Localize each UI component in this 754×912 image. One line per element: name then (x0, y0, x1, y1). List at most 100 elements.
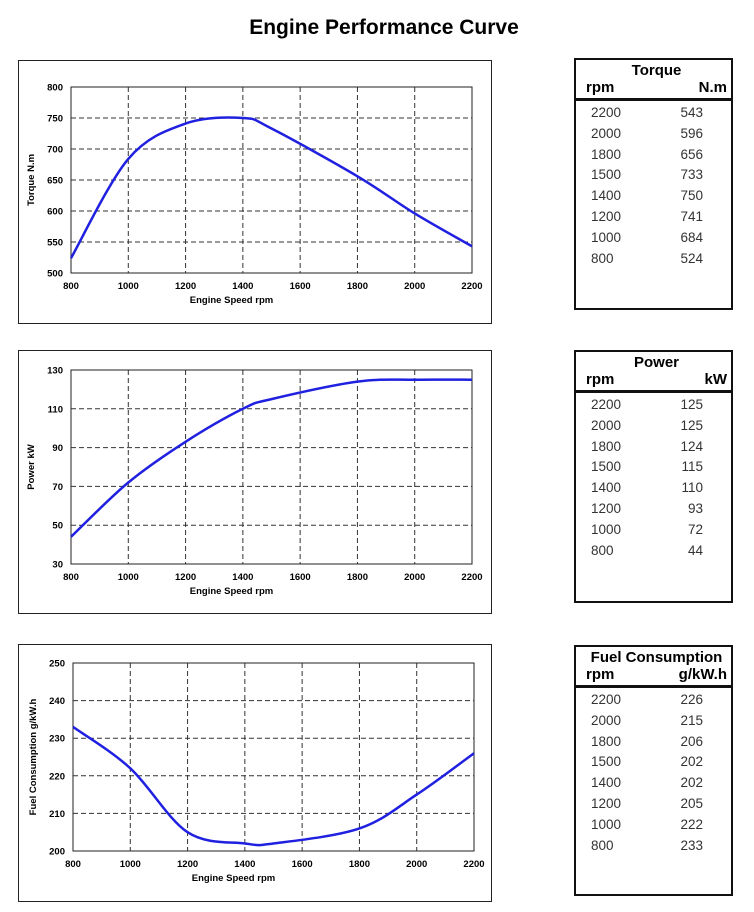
y-tick-label: 500 (47, 269, 63, 280)
value-cell: 124 (680, 438, 703, 454)
x-tick-label: 1400 (232, 281, 253, 292)
page-title: Engine Performance Curve (249, 16, 519, 39)
rpm-cell: 1800 (591, 733, 622, 749)
table-row: 1200 205 (576, 794, 731, 815)
y-tick-label: 90 (52, 443, 63, 454)
x-tick-label: 1200 (175, 281, 196, 292)
x-tick-label: 1400 (234, 859, 255, 870)
table-row: 1800 656 (576, 145, 731, 166)
rpm-cell: 1800 (591, 438, 622, 454)
x-tick-label: 2200 (461, 281, 482, 292)
table-row: 2200 125 (576, 395, 731, 416)
y-axis-label: Power kW (26, 444, 37, 489)
y-tick-label: 110 (48, 404, 63, 415)
rpm-cell: 2200 (591, 105, 622, 120)
y-tick-label: 220 (49, 771, 65, 782)
table-row: 1200 93 (576, 499, 731, 520)
table-row: 1400 110 (576, 478, 731, 499)
x-axis-label: Engine Speed rpm (190, 295, 273, 306)
table-row: 2200 543 (576, 103, 731, 124)
table-row: 1800 206 (576, 732, 731, 753)
table-header: Fuel Consumption rpm g/kW.h (576, 647, 731, 688)
rpm-cell: 1400 (591, 188, 622, 204)
table-title: Power (633, 354, 679, 371)
value-cell: 206 (680, 733, 703, 749)
x-tick-label: 1200 (177, 859, 198, 870)
rpm-cell: 1200 (591, 208, 622, 224)
rpm-cell: 1000 (591, 521, 622, 537)
value-cell: 202 (680, 775, 703, 791)
value-cell: 125 (680, 397, 703, 412)
table-title: Torque (631, 62, 682, 79)
x-tick-label: 2200 (463, 859, 484, 870)
table-row: 1400 750 (576, 186, 731, 207)
x-tick-label: 1200 (175, 572, 196, 583)
fuel-consumption-table: Fuel Consumption rpm g/kW.h 2200 226 2000 215… (574, 645, 733, 896)
value-cell: 125 (680, 417, 703, 433)
series-line (70, 378, 473, 538)
x-axis-label: Engine Speed rpm (190, 586, 273, 597)
table-title: Fuel Consumption (590, 649, 723, 666)
y-tick-label: 240 (49, 696, 65, 707)
rpm-cell: 1400 (591, 480, 622, 496)
table-row: 1000 72 (576, 520, 731, 541)
value-cell: 215 (680, 712, 703, 728)
y-tick-label: 70 (52, 482, 63, 493)
table-row: 1500 202 (576, 752, 731, 773)
y-tick-label: 50 (52, 521, 63, 532)
value-cell: 596 (680, 125, 703, 141)
plot-area (70, 86, 473, 274)
table-row: 1000 684 (576, 228, 731, 249)
x-tick-label: 1600 (290, 281, 311, 292)
rpm-cell: 1500 (591, 167, 622, 183)
y-tick-label: 550 (47, 238, 63, 249)
rpm-cell: 1200 (591, 795, 622, 811)
x-tick-label: 1600 (290, 572, 311, 583)
x-tick-label: 1000 (118, 572, 139, 583)
x-tick-label: 1600 (292, 859, 313, 870)
rpm-cell: 2200 (591, 397, 622, 412)
rpm-cell: 2000 (591, 125, 622, 141)
table-row: 1200 741 (576, 207, 731, 228)
y-tick-label: 200 (49, 847, 65, 858)
column-header-rpm: rpm (586, 371, 615, 388)
value-cell: 110 (681, 480, 703, 496)
x-tick-label: 800 (65, 859, 81, 870)
rpm-cell: 1500 (591, 754, 622, 770)
rpm-cell: 2200 (591, 692, 622, 707)
rpm-cell: 1400 (591, 775, 622, 791)
y-tick-label: 650 (47, 176, 63, 187)
value-cell: 115 (681, 459, 703, 475)
table-row: 1800 124 (576, 437, 731, 458)
x-tick-label: 800 (63, 281, 79, 292)
y-tick-label: 130 (47, 366, 63, 377)
rpm-cell: 1800 (591, 146, 622, 162)
value-cell: 93 (687, 500, 703, 516)
series-line (69, 116, 473, 259)
value-cell: 524 (680, 250, 703, 266)
rpm-cell: 2000 (591, 712, 622, 728)
rpm-cell: 1200 (591, 500, 622, 516)
value-cell: 205 (680, 795, 703, 811)
plot-area (70, 369, 473, 565)
x-tick-label: 1400 (232, 572, 253, 583)
y-tick-label: 800 (47, 83, 63, 94)
table-row: 2000 215 (576, 711, 731, 732)
table-row: 800 524 (576, 249, 731, 270)
rpm-cell: 800 (591, 837, 614, 853)
y-tick-label: 210 (49, 809, 65, 820)
y-tick-label: 250 (49, 659, 65, 670)
table-row: 1500 733 (576, 165, 731, 186)
x-tick-label: 1800 (347, 572, 368, 583)
x-tick-label: 2200 (461, 572, 482, 583)
y-tick-label: 230 (49, 734, 65, 745)
table-row: 1400 202 (576, 773, 731, 794)
y-tick-label: 600 (47, 207, 63, 218)
fuel-consumption-chart: 800 1000 1200 1400 1600 1800 2000 2200 200 210 220… (18, 644, 492, 902)
value-cell: 656 (680, 146, 703, 162)
value-cell: 233 (680, 837, 703, 853)
torque-chart: 800 1000 1200 1400 1600 1800 2000 2200 500 550 600… (18, 60, 492, 324)
rpm-cell: 1500 (591, 459, 622, 475)
plot-area (72, 662, 475, 852)
power-chart: 800 1000 1200 1400 1600 1800 2000 2200 30 50 70 90 1… (18, 350, 492, 614)
